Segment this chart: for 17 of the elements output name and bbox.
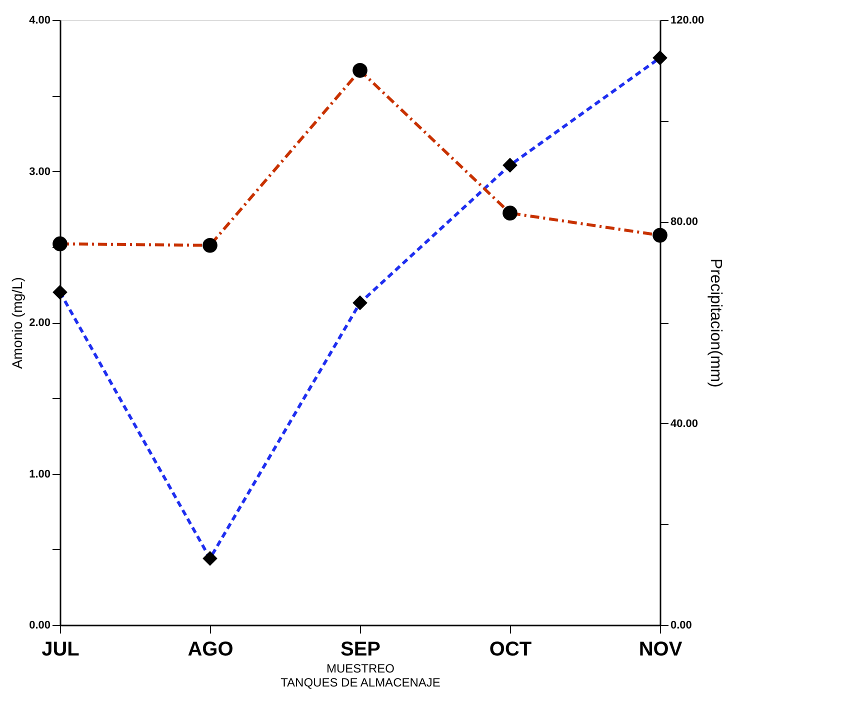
x-tick-label: JUL xyxy=(42,638,80,660)
x-tick-label: AGO xyxy=(188,638,234,660)
x-tick-label: NOV xyxy=(638,638,683,660)
x-axis-title: MUESTREO TANQUES DE ALMACENAJE xyxy=(280,662,440,690)
y2-axis-title: Precipitacion(mm) xyxy=(707,258,724,388)
x-tick-label: SEP xyxy=(340,638,381,660)
y2-tick-label: 120.00 xyxy=(670,14,704,26)
x-tick-label: OCT xyxy=(489,638,532,660)
y2-tick-label: 0.00 xyxy=(670,620,692,632)
y-tick-label: 4.00 xyxy=(29,14,50,26)
y2-tick-label: 40.00 xyxy=(670,418,698,430)
y-tick-label: 1.00 xyxy=(29,468,50,480)
y-axis-title: Amonio (mg/L) xyxy=(9,277,26,369)
y-tick-label: 0.00 xyxy=(29,620,50,632)
y2-tick-label: 80.00 xyxy=(670,216,698,228)
y-tick-label: 2.00 xyxy=(29,317,50,329)
y-tick-label: 3.00 xyxy=(29,166,50,178)
